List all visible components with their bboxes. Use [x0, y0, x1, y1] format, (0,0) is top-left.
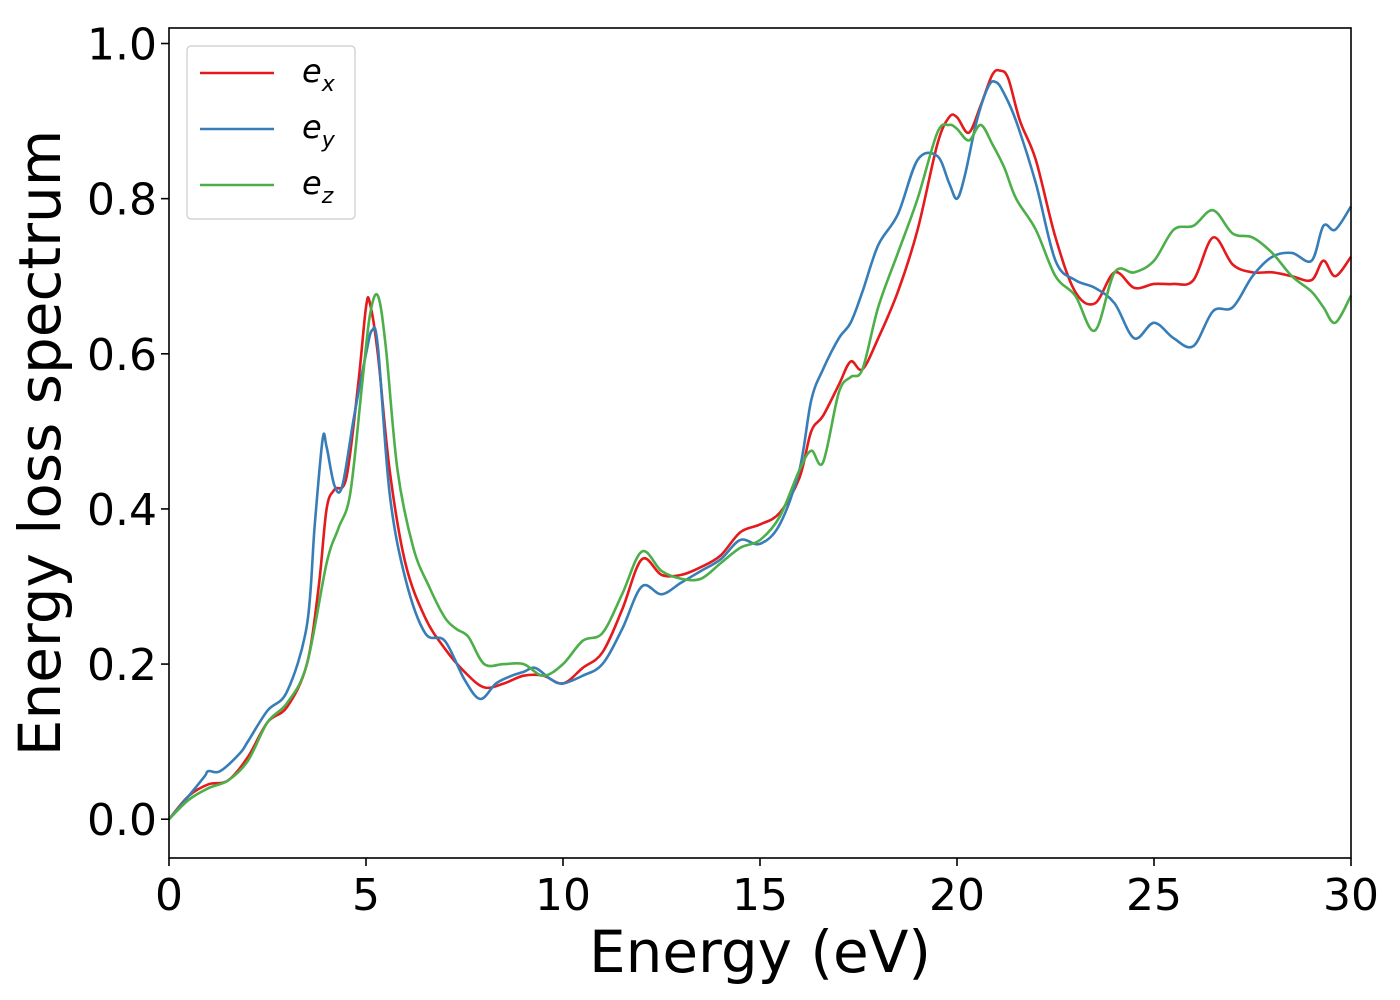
legend-label-subscript: y — [321, 128, 336, 153]
series-layer — [168, 68, 1353, 821]
y-tick-label: 1.0 — [87, 20, 157, 71]
x-tick-label: 30 — [1323, 870, 1379, 921]
x-tick-label: 5 — [352, 870, 380, 921]
legend-label-base: e — [302, 108, 322, 146]
legend-label-z: ez — [302, 164, 334, 209]
legend-label-base: e — [302, 164, 322, 202]
x-tick-label: 20 — [929, 870, 985, 921]
legend-label-y: ey — [302, 108, 336, 153]
y-tick-label: 0.0 — [87, 795, 157, 846]
y-tick-label: 0.8 — [87, 175, 157, 226]
x-tick-label: 25 — [1126, 870, 1182, 921]
x-tick-label: 10 — [535, 870, 591, 921]
y-axis-title: Energy loss spectrum — [6, 130, 74, 756]
tick-layer: 0 5 10 15 20 25 30 0.0 0.2 0.4 0.6 0.8 1.0 — [87, 20, 1379, 921]
legend-label-subscript: z — [321, 184, 334, 209]
legend-label-x: ex — [302, 52, 336, 97]
y-tick-label: 0.4 — [87, 485, 157, 536]
series-line-y — [168, 79, 1353, 821]
legend-box — [186, 45, 356, 220]
x-axis-title: Energy (eV) — [589, 918, 931, 986]
legend-label-base: e — [302, 52, 322, 90]
legend-label-subscript: x — [321, 72, 336, 97]
x-tick-label: 15 — [732, 870, 788, 921]
y-tick-label: 0.2 — [87, 640, 157, 691]
x-tick-label: 0 — [155, 870, 183, 921]
series-line-z — [168, 123, 1353, 821]
y-tick-label: 0.6 — [87, 330, 157, 381]
